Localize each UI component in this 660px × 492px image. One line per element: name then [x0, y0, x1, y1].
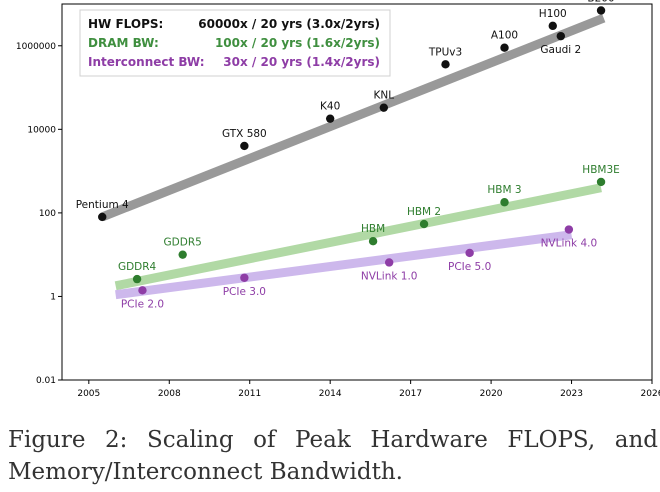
- data-point: [98, 212, 107, 222]
- x-tick-label: 2011: [238, 389, 261, 399]
- data-point: [240, 141, 249, 151]
- trend-line-interconnect-bw: [115, 230, 573, 300]
- data-point: [441, 60, 450, 69]
- data-point-label: HBM3E: [582, 164, 619, 176]
- legend-stat: 100x / 20 yrs (1.6x/2yrs): [215, 36, 380, 50]
- chart: 2005 2008 2011 2014 2017 2020 2023 2026 0.01 1 100…: [16, 0, 660, 399]
- y-tick-label: 1000000: [16, 42, 56, 52]
- legend-label: DRAM BW:: [88, 36, 159, 50]
- data-point-label: HBM: [361, 223, 385, 235]
- x-tick-label: 2014: [319, 389, 342, 399]
- y-tick-label: 0.01: [36, 376, 56, 386]
- data-point-label: PCIe 5.0: [448, 261, 491, 273]
- legend-box: [79, 9, 391, 77]
- data-point: [240, 273, 249, 282]
- data-point-label: NVLink 4.0: [541, 238, 598, 250]
- legend-label: Interconnect BW:: [88, 55, 205, 69]
- data-point-label: K40: [320, 101, 340, 113]
- data-point-label: TPUv3: [428, 46, 462, 58]
- data-point: [596, 177, 606, 187]
- data-point-label: PCIe 3.0: [223, 286, 266, 298]
- x-tick-label: 2026: [641, 389, 660, 399]
- data-point: [556, 31, 566, 41]
- data-point: [138, 286, 147, 295]
- x-tick-label: 2005: [77, 389, 100, 399]
- data-point: [465, 248, 474, 258]
- data-point-label: HBM 3: [487, 184, 521, 196]
- trend-line-dram-bw: [114, 183, 602, 291]
- chart-svg: 2005 2008 2011 2014 2017 2020 2023 2026 0.01 1 100…: [16, 0, 660, 399]
- data-point: [379, 103, 389, 112]
- data-point: [500, 198, 509, 207]
- y-tick-label: 1: [50, 292, 56, 302]
- data-point-label: Gaudi 2: [540, 44, 581, 56]
- legend-stat: 60000x / 20 yrs (3.0x/2yrs): [198, 17, 380, 31]
- legend-stat: 30x / 20 yrs (1.4x/2yrs): [223, 55, 380, 69]
- data-point-label: A100: [491, 30, 518, 42]
- data-point: [500, 43, 509, 52]
- data-point-label: B200: [587, 0, 614, 4]
- y-tick-label: 10000: [27, 125, 56, 135]
- x-tick-label: 2017: [399, 389, 422, 399]
- data-point: [548, 21, 557, 31]
- data-point-label: GTX 580: [222, 128, 267, 140]
- data-point: [368, 237, 378, 246]
- data-point-label: NVLink 1.0: [361, 270, 418, 282]
- data-point: [132, 274, 142, 284]
- data-point-label: Pentium 4: [76, 199, 129, 211]
- data-point-label: PCIe 2.0: [121, 298, 164, 310]
- data-point: [384, 258, 394, 267]
- x-tick-label: 2023: [560, 389, 583, 399]
- data-point-label: GDDR4: [118, 261, 157, 273]
- data-point-label: HBM 2: [407, 206, 441, 218]
- figure-caption: Figure 2: Scaling of Peak Hardware FLOPS…: [8, 427, 658, 485]
- data-point: [564, 225, 574, 234]
- data-point: [419, 219, 429, 229]
- data-point: [178, 250, 187, 259]
- x-tick-label: 2020: [480, 389, 503, 399]
- x-tick-label: 2008: [158, 389, 181, 399]
- data-point: [325, 114, 335, 123]
- y-tick-label: 100: [39, 209, 56, 219]
- data-point: [596, 6, 606, 15]
- plot-frame: [61, 3, 653, 381]
- data-point-label: KNL: [374, 90, 395, 102]
- trend-line-hw-flops: [100, 13, 606, 222]
- legend-label: HW FLOPS:: [88, 17, 163, 31]
- data-point-label: GDDR5: [164, 237, 202, 249]
- data-point-label: H100: [539, 8, 567, 20]
